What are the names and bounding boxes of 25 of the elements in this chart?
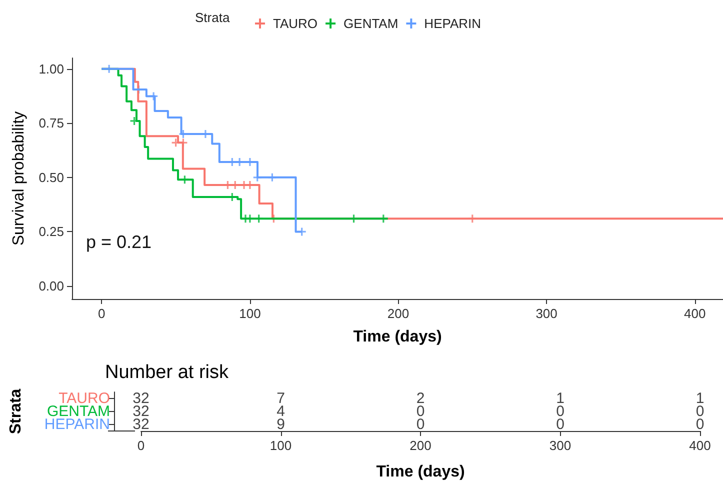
legend-label: GENTAM [344, 16, 398, 31]
x-tick-label: 200 [387, 306, 410, 321]
y-axis-title: Strata [8, 388, 24, 434]
legend-label: TAURO [273, 16, 318, 31]
y-tick-label: 0.25 [38, 224, 64, 240]
annotation: p = 0.21 [86, 232, 152, 252]
y-axis-title: Survival probability [10, 111, 28, 246]
x-tick-label: 300 [536, 306, 558, 321]
y-tick-label: 0.50 [38, 170, 64, 185]
x-tick-label: 0 [137, 438, 145, 453]
x-tick-label: 300 [549, 438, 572, 453]
y-tick-label: 1.00 [38, 61, 64, 76]
legend-title: Strata [195, 10, 230, 25]
chart-title: Number at risk [105, 362, 230, 383]
x-tick-label: 400 [684, 306, 706, 321]
y-tick-label: 0.00 [38, 278, 64, 294]
y-tick-label: 0.75 [38, 116, 64, 131]
x-tick-label: 200 [410, 438, 432, 453]
x-tick-label: 100 [239, 306, 261, 321]
legend-label: HEPARIN [424, 16, 482, 31]
x-tick-label: 0 [98, 306, 106, 321]
x-axis-title: Time (days) [376, 464, 465, 480]
x-axis-title: Time (days) [353, 328, 442, 346]
x-tick-label: 400 [689, 438, 711, 453]
x-tick-label: 100 [270, 438, 292, 453]
